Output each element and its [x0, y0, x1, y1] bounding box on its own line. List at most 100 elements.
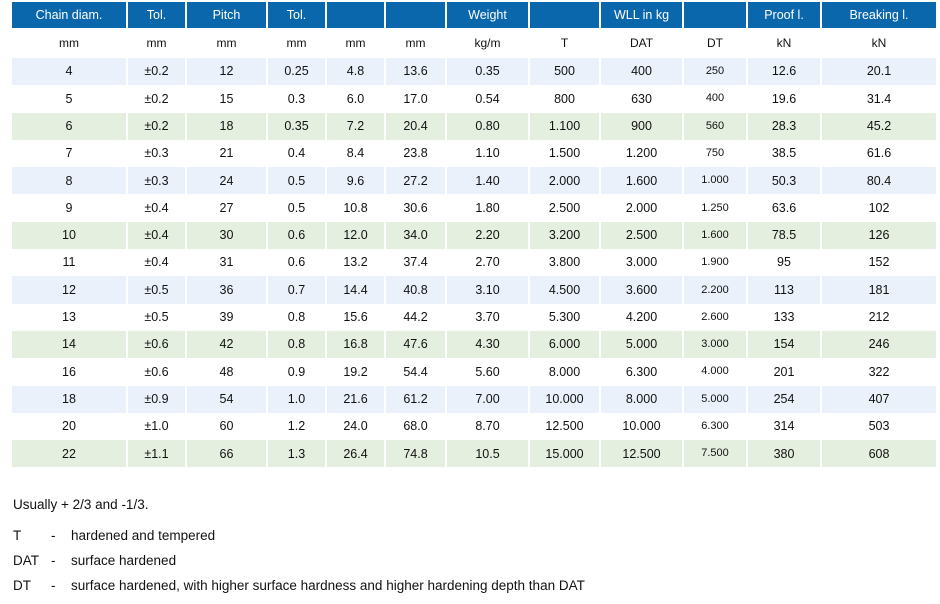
tolerance-note: Usually + 2/3 and -1/3. — [13, 497, 149, 512]
legend-dash: - — [51, 552, 56, 568]
table-cell: 19.2 — [327, 358, 384, 386]
table-cell: 2.500 — [601, 221, 682, 250]
table-cell: 3.70 — [447, 303, 528, 331]
legend-item: DT - surface hardened, with higher surface… — [13, 578, 585, 604]
table-cell: 68.0 — [386, 412, 445, 441]
table-cell: 1.80 — [447, 194, 528, 222]
table-cell: 560 — [684, 112, 746, 140]
table-cell: 24.0 — [327, 412, 384, 441]
unit-cell: mm — [128, 28, 185, 58]
table-cell: 12.500 — [601, 440, 682, 468]
table-cell: 10.5 — [447, 440, 528, 468]
table-cell: 3.600 — [601, 276, 682, 304]
table-cell: 630 — [601, 85, 682, 113]
table-cell: 61.6 — [822, 139, 936, 168]
table-cell: 5.000 — [601, 330, 682, 359]
table-row: 11 ±0.4 31 0.6 13.2 37.4 2.70 3.800 3.000 1.900 95… — [12, 249, 936, 277]
table-cell: 7.500 — [684, 440, 746, 468]
table-cell: 27.2 — [386, 167, 445, 195]
table-cell: 1.40 — [447, 167, 528, 195]
legend-dash: - — [51, 527, 56, 543]
legend-item: DAT - surface hardened — [13, 552, 585, 579]
table-cell: 0.25 — [268, 58, 325, 86]
table-cell: 5 — [12, 85, 126, 113]
table-cell: 212 — [822, 303, 936, 331]
table-cell: 102 — [822, 194, 936, 222]
units-row: mm mm mm mm mm mm kg/m T DAT DT kN kN — [12, 28, 936, 58]
table-cell: 1.600 — [601, 167, 682, 195]
table-row: 12 ±0.5 36 0.7 14.4 40.8 3.10 4.500 3.600 2.200 11… — [12, 276, 936, 304]
table-cell: 24 — [187, 167, 266, 195]
table-cell: 61.2 — [386, 385, 445, 413]
column-header — [530, 2, 599, 28]
table-cell: 126 — [822, 221, 936, 250]
table-cell: 407 — [822, 385, 936, 413]
table-row: 22 ±1.1 66 1.3 26.4 74.8 10.5 15.000 12.500 7.500… — [12, 440, 936, 468]
legend-text: surface hardened — [71, 552, 177, 568]
table-cell: ±0.4 — [128, 194, 185, 222]
table-cell: 15.6 — [327, 303, 384, 331]
table-cell: 1.900 — [684, 249, 746, 277]
table-cell: 23.8 — [386, 139, 445, 168]
table-cell: ±0.2 — [128, 112, 185, 140]
table-cell: 0.6 — [268, 221, 325, 250]
unit-cell: mm — [187, 28, 266, 58]
table-cell: 3.200 — [530, 221, 599, 250]
table-cell: 400 — [684, 85, 746, 113]
table-cell: ±0.9 — [128, 385, 185, 413]
table-cell: 1.100 — [530, 112, 599, 140]
table-cell: 4.30 — [447, 330, 528, 359]
table-cell: ±0.2 — [128, 58, 185, 86]
table-cell: 1.10 — [447, 139, 528, 168]
table-cell: 74.8 — [386, 440, 445, 468]
table-row: 18 ±0.9 54 1.0 21.6 61.2 7.00 10.000 8.000 5.000 2… — [12, 385, 936, 413]
table-cell: 4 — [12, 58, 126, 86]
table-cell: 80.4 — [822, 167, 936, 195]
table-cell: 6.300 — [601, 358, 682, 386]
table-row: 14 ±0.6 42 0.8 16.8 47.6 4.30 6.000 5.000 3.000 15… — [12, 330, 936, 359]
table-cell: 322 — [822, 358, 936, 386]
table-row: 10 ±0.4 30 0.6 12.0 34.0 2.20 3.200 2.500 1.600 78… — [12, 221, 936, 250]
table-cell: 6.300 — [684, 412, 746, 441]
table-cell: 246 — [822, 330, 936, 359]
table-cell: 78.5 — [748, 221, 820, 250]
table-cell: 48 — [187, 358, 266, 386]
table-cell: 113 — [748, 276, 820, 304]
table-cell: 19.6 — [748, 85, 820, 113]
table-cell: 31 — [187, 249, 266, 277]
table-cell: 3.000 — [684, 330, 746, 359]
unit-cell: DAT — [601, 28, 682, 58]
table-cell: 9.6 — [327, 167, 384, 195]
table-cell: 8.70 — [447, 412, 528, 441]
table-cell: 47.6 — [386, 330, 445, 359]
table-cell: 9 — [12, 194, 126, 222]
table-cell: 54.4 — [386, 358, 445, 386]
table-cell: 314 — [748, 412, 820, 441]
column-header: WLL in kg — [601, 2, 682, 28]
table-cell: 503 — [822, 412, 936, 441]
table-cell: 15.000 — [530, 440, 599, 468]
table-cell: 2.600 — [684, 303, 746, 331]
table-cell: 45.2 — [822, 112, 936, 140]
table-row: 8 ±0.3 24 0.5 9.6 27.2 1.40 2.000 1.600 1.000 50.3… — [12, 167, 936, 195]
table-cell: 12 — [187, 58, 266, 86]
unit-cell: kN — [748, 28, 820, 58]
table-cell: 2.200 — [684, 276, 746, 304]
table-cell: 60 — [187, 412, 266, 441]
table-row: 7 ±0.3 21 0.4 8.4 23.8 1.10 1.500 1.200 750 38.5 61… — [12, 139, 936, 168]
unit-cell: kN — [822, 28, 936, 58]
table-cell: ±0.5 — [128, 303, 185, 331]
table-cell: 1.000 — [684, 167, 746, 195]
table-cell: 38.5 — [748, 139, 820, 168]
table-cell: 10 — [12, 221, 126, 250]
table-cell: 12.6 — [748, 58, 820, 86]
table-cell: 30 — [187, 221, 266, 250]
table-cell: 900 — [601, 112, 682, 140]
table-cell: 154 — [748, 330, 820, 359]
table-cell: 16.8 — [327, 330, 384, 359]
table-cell: 6 — [12, 112, 126, 140]
header-row: Chain diam. Tol. Pitch Tol. Weight WLL in kg P… — [12, 2, 936, 28]
unit-cell: T — [530, 28, 599, 58]
table-cell: 50.3 — [748, 167, 820, 195]
table-cell: ±0.4 — [128, 249, 185, 277]
